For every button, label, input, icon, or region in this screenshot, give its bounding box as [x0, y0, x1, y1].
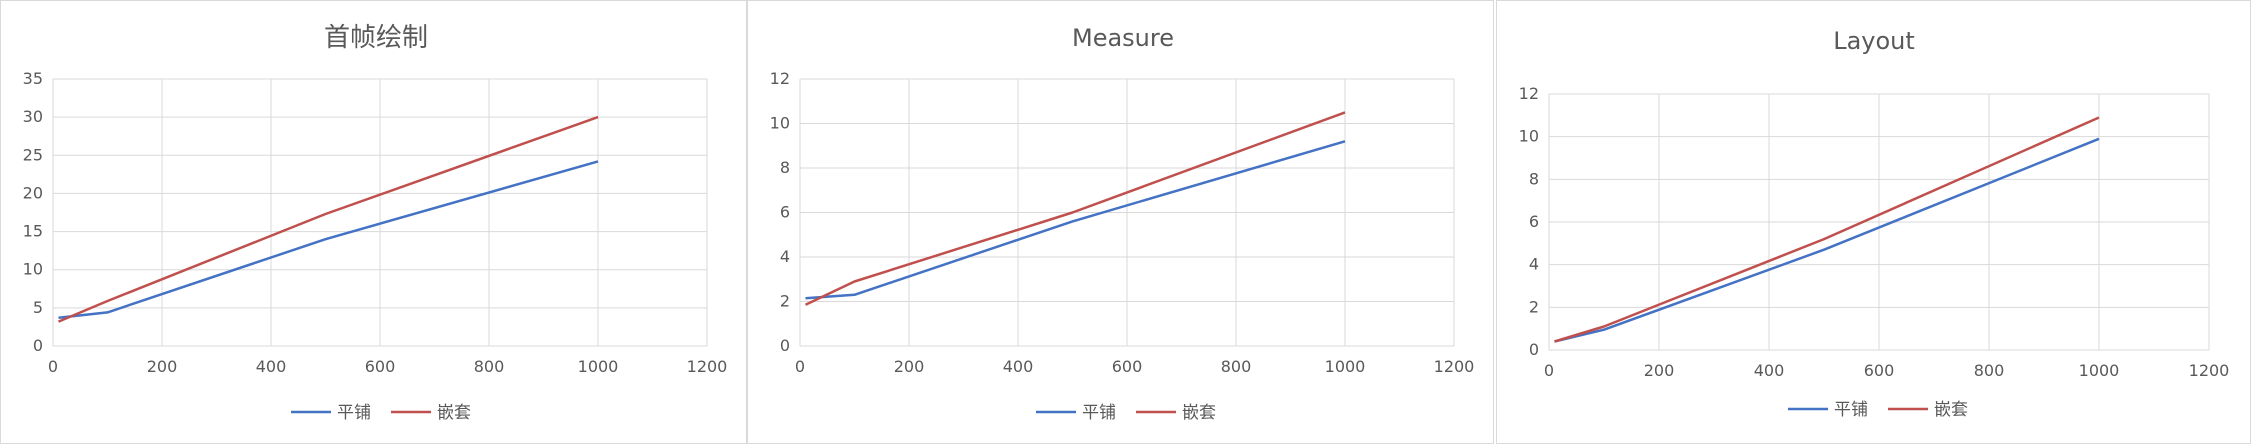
x-tick-label: 1200 [1434, 357, 1475, 376]
y-tick-label: 2 [1529, 297, 1539, 316]
series-line-nested [804, 111, 1346, 306]
chart-panel-measure: Measure 0 2 4 6 8 10 12 0 200 400 600 800 1000 1200 平铺 嵌… [747, 0, 1494, 444]
layout-chart: Layout 0 2 4 6 8 10 12 0 200 400 600 800 1000 1200 平铺 嵌套 [1519, 27, 2230, 420]
y-tick-label: 12 [1519, 84, 1539, 103]
y-tick-label: 4 [780, 247, 790, 266]
x-tick-label: 1000 [2079, 361, 2120, 380]
chart-title: 首帧绘制 [324, 23, 428, 53]
y-tick-label: 0 [33, 336, 43, 355]
series-line-nested [1554, 116, 2100, 343]
chart-title: Layout [1833, 27, 1915, 55]
y-tick-label: 10 [23, 260, 43, 279]
x-tick-label: 1200 [2189, 361, 2230, 380]
y-tick-label: 0 [1529, 340, 1539, 359]
y-tick-label: 35 [23, 69, 43, 88]
y-tick-label: 0 [780, 336, 790, 355]
y-tick-label: 8 [1529, 169, 1539, 188]
legend-label: 平铺 [1082, 403, 1116, 423]
y-tick-label: 12 [770, 69, 790, 88]
y-tick-label: 8 [780, 158, 790, 177]
x-tick-label: 400 [256, 357, 287, 376]
x-tick-label: 200 [1644, 361, 1675, 380]
legend-label: 嵌套 [437, 403, 471, 423]
x-tick-label: 800 [474, 357, 505, 376]
legend-label: 平铺 [1834, 400, 1868, 420]
legend-label: 嵌套 [1934, 400, 1968, 420]
series-line-flat [1554, 137, 2100, 343]
y-tick-label: 4 [1529, 255, 1539, 274]
y-tick-label: 25 [23, 145, 43, 164]
series-line-nested [58, 115, 599, 323]
y-tick-label: 10 [1519, 127, 1539, 146]
x-tick-label: 600 [1864, 361, 1895, 380]
series-line-flat [58, 160, 599, 320]
x-tick-label: 0 [48, 357, 58, 376]
y-tick-label: 15 [23, 222, 43, 241]
x-tick-label: 200 [894, 357, 925, 376]
chart-panel-first-frame: 首帧绘制 0 5 10 15 20 25 30 35 0 200 400 600 800 1000 1200 平… [0, 0, 747, 444]
y-tick-label: 30 [23, 107, 43, 126]
x-tick-label: 400 [1754, 361, 1785, 380]
x-tick-label: 600 [1112, 357, 1143, 376]
x-tick-label: 800 [1974, 361, 2005, 380]
y-tick-label: 2 [780, 292, 790, 311]
legend-label: 平铺 [337, 403, 371, 423]
chart-panel-layout: Layout 0 2 4 6 8 10 12 0 200 400 600 800 1000 1200 平铺 嵌套 [1496, 0, 2251, 444]
y-tick-label: 6 [1529, 212, 1539, 231]
x-tick-label: 0 [795, 357, 805, 376]
x-tick-label: 600 [365, 357, 396, 376]
x-tick-label: 1000 [1325, 357, 1366, 376]
y-tick-label: 6 [780, 203, 790, 222]
x-tick-label: 1000 [578, 357, 619, 376]
x-tick-label: 0 [1544, 361, 1554, 380]
chart-title: Measure [1072, 24, 1174, 52]
x-tick-label: 200 [147, 357, 178, 376]
x-tick-label: 400 [1003, 357, 1034, 376]
measure-chart: Measure 0 2 4 6 8 10 12 0 200 400 600 800 1000 1200 平铺 嵌… [770, 24, 1475, 423]
y-tick-label: 20 [23, 183, 43, 202]
y-tick-label: 5 [33, 298, 43, 317]
series-line-flat [805, 140, 1346, 300]
y-tick-label: 10 [770, 114, 790, 133]
legend-label: 嵌套 [1182, 403, 1216, 423]
x-tick-label: 1200 [687, 357, 728, 376]
x-tick-label: 800 [1221, 357, 1252, 376]
first-frame-chart: 首帧绘制 0 5 10 15 20 25 30 35 0 200 400 600 800 1000 1200 平… [23, 23, 728, 423]
